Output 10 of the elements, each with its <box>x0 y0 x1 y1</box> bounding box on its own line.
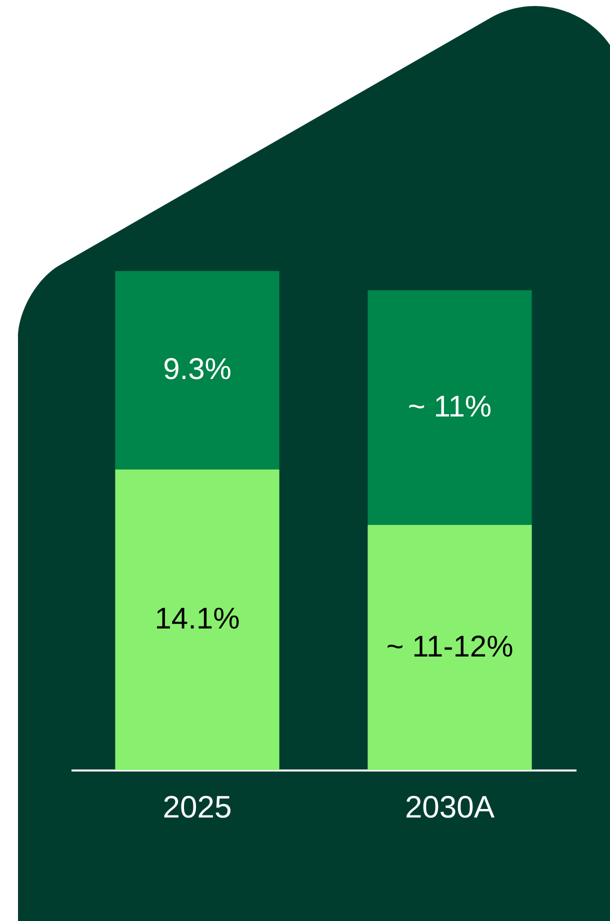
bar <box>115 469 280 770</box>
data-label: 9.3% <box>163 353 232 386</box>
x-tick-label: 2025 <box>162 790 232 824</box>
bar <box>368 290 532 525</box>
bar <box>368 524 532 770</box>
bar <box>115 271 280 470</box>
data-label: ~ 11-12% <box>386 630 514 664</box>
x-tick-label: 2030A <box>404 790 495 824</box>
data-label: ~ 11% <box>408 390 492 424</box>
data-label: 14.1% <box>154 602 240 636</box>
